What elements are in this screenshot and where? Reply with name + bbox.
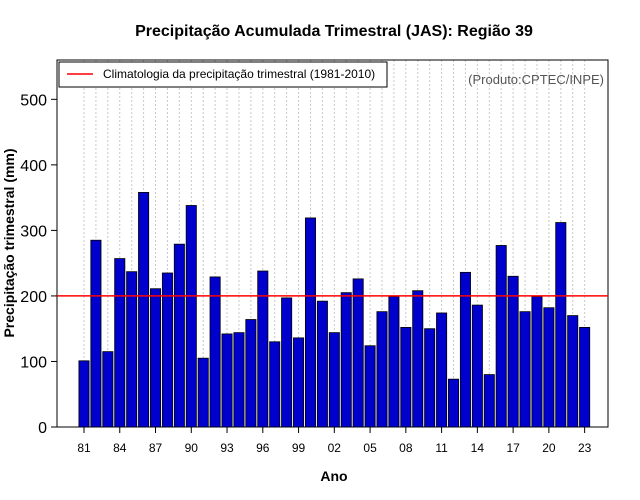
bar-1984	[114, 258, 126, 428]
bar-1985	[126, 271, 138, 428]
bar-2021	[555, 222, 567, 428]
bar-1982	[90, 239, 102, 428]
bar-2008	[400, 326, 412, 428]
bar-1997	[269, 341, 281, 428]
bar-2004	[352, 278, 364, 428]
chart-title: Precipitação Acumulada Trimestral (JAS):…	[135, 23, 533, 40]
bar-1992	[209, 276, 221, 428]
x-axis: 81 84 87 90 93 96 99 02 05 08 11 14 17 20 23	[77, 427, 592, 455]
x-tick-label-20: 20	[542, 441, 556, 455]
bar-2006	[376, 311, 388, 428]
y-tick-label-200: 200	[20, 289, 47, 306]
bar-2001	[316, 300, 328, 428]
x-tick-label-02: 02	[328, 441, 342, 455]
bar-1990	[185, 205, 197, 428]
bar-2014	[471, 304, 483, 428]
legend-label: Climatologia da precipitação trimestral …	[103, 67, 375, 81]
y-tick-label-0: 0	[38, 420, 47, 437]
bar-2013	[459, 271, 471, 428]
bar-1995	[245, 319, 257, 428]
x-tick-label-08: 08	[399, 441, 413, 455]
y-tick-label-500: 500	[20, 92, 47, 109]
x-tick-label-96: 96	[256, 441, 270, 455]
bar-2019	[531, 296, 543, 428]
bar-1993	[221, 333, 233, 428]
bar-2003	[340, 292, 352, 428]
bar-1994	[233, 332, 245, 428]
x-tick-label-84: 84	[113, 441, 127, 455]
bar-2012	[448, 378, 460, 428]
x-tick-label-05: 05	[363, 441, 377, 455]
bar-1998	[281, 297, 293, 428]
bar-1999	[293, 337, 305, 428]
bar-1996	[257, 270, 269, 428]
legend-box	[58, 61, 388, 88]
x-tick-label-81: 81	[77, 441, 91, 455]
bars	[78, 191, 591, 428]
legend: Climatologia da precipitação trimestral …	[58, 61, 388, 88]
x-axis-title: Ano	[320, 468, 347, 484]
bar-2002	[328, 332, 340, 428]
x-tick-label-23: 23	[578, 441, 592, 455]
x-tick-label-90: 90	[185, 441, 199, 455]
bar-2000	[304, 217, 316, 428]
bar-2009	[412, 290, 424, 428]
x-tick-label-17: 17	[506, 441, 520, 455]
bar-2010	[424, 328, 436, 428]
bar-1988	[161, 272, 173, 428]
x-tick-label-11: 11	[435, 441, 448, 455]
x-tick-label-99: 99	[292, 441, 306, 455]
bar-2007	[388, 296, 400, 428]
bar-2017	[507, 275, 519, 428]
x-tick-label-93: 93	[220, 441, 234, 455]
bar-2016	[495, 245, 507, 428]
y-tick-label-300: 300	[20, 223, 47, 240]
y-tick-label-100: 100	[20, 354, 47, 371]
credit-text: (Produto:CPTEC/INPE)	[468, 72, 604, 87]
bar-1986	[138, 191, 150, 428]
bar-2018	[519, 311, 531, 428]
bar-2005	[364, 345, 376, 428]
bar-2015	[483, 374, 495, 428]
bar-2011	[436, 312, 448, 428]
bar-1983	[102, 351, 114, 428]
y-axis: 0 100 200 300 400 500	[20, 92, 57, 437]
bar-1981	[78, 360, 90, 428]
y-axis-title: Precipitação trimestral (mm)	[1, 148, 17, 337]
bar-2022	[567, 315, 579, 428]
bar-2023	[579, 326, 591, 428]
y-tick-label-400: 400	[20, 158, 47, 175]
bar-1989	[173, 243, 185, 428]
x-tick-label-87: 87	[149, 441, 163, 455]
bar-2020	[543, 307, 555, 428]
bar-1987	[150, 288, 162, 428]
bar-1991	[197, 357, 209, 428]
x-tick-label-14: 14	[471, 441, 485, 455]
